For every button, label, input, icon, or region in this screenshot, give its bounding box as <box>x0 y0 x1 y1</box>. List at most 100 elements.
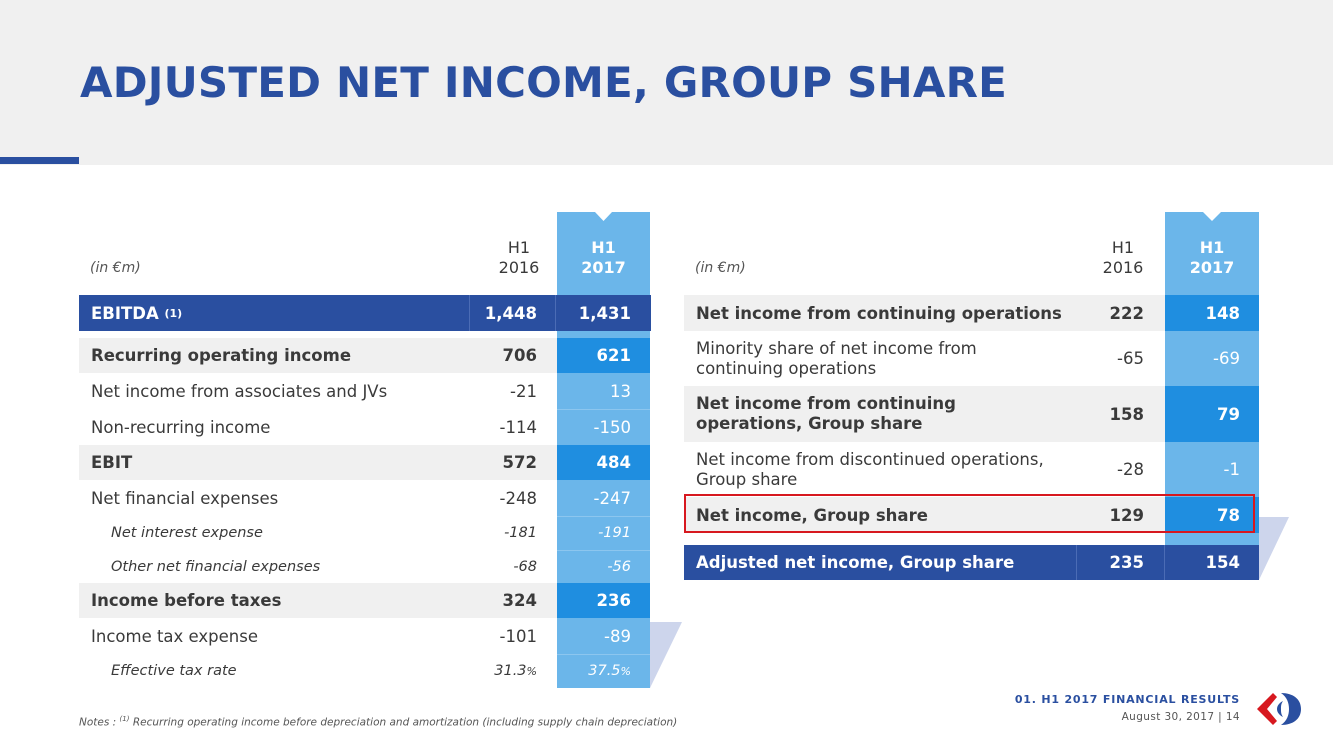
value-2017: -247 <box>593 488 631 508</box>
left-header-2016: H1 2016 <box>484 238 554 278</box>
header-2016-year: 2016 <box>498 258 540 277</box>
row-label: Income tax expense <box>91 626 259 646</box>
value-2017: 621 <box>596 346 631 365</box>
value-2017: 78 <box>1217 505 1240 525</box>
ebitda-2016: 1,448 <box>484 303 537 323</box>
left-table: (in €m) H1 2016 H1 2017 EBITDA (1) 1,448… <box>79 0 682 700</box>
value-2017: 148 <box>1205 303 1240 323</box>
divider <box>557 654 650 655</box>
percent-unit: % <box>620 664 631 678</box>
right-unit-label: (in €m) <box>695 260 746 276</box>
table-row-ebitda: EBITDA (1) 1,448 1,431 <box>79 295 651 331</box>
tax-rate-2016: 31.3 <box>494 663 527 679</box>
row-label-line1: Net income from discontinued operations, <box>696 449 1044 469</box>
table-row: Income tax expense -101 <box>79 618 557 654</box>
value-2016: 706 <box>502 346 537 365</box>
table-row: Net interest expense -181 <box>79 516 557 550</box>
value-2016: -68 <box>513 558 537 575</box>
value-2017: 79 <box>1217 404 1240 424</box>
value-2016: 572 <box>502 453 537 472</box>
value-2017: -191 <box>598 525 631 541</box>
cell-2017-bg <box>1165 295 1259 331</box>
right-table: (in €m) H1 2016 H1 2017 Net income from … <box>684 0 1324 700</box>
value-2016: -101 <box>499 626 537 646</box>
ebitda-2017: 1,431 <box>578 303 631 323</box>
left-header-2017: H1 2017 <box>557 238 650 278</box>
cell-2017-bg <box>557 583 650 618</box>
divider <box>1164 545 1165 580</box>
header-2017-year: 2017 <box>1189 258 1235 277</box>
table-row: Recurring operating income 706 <box>79 338 557 373</box>
value-2017: -1 <box>1223 460 1240 479</box>
row-label: Adjusted net income, Group share <box>696 553 1015 572</box>
right-column-shadow <box>1259 517 1289 580</box>
table-row: Net income from discontinued operations,… <box>684 442 1165 497</box>
left-column-shadow <box>650 622 682 688</box>
value-2017: -89 <box>604 626 631 646</box>
left-unit-label: (in €m) <box>90 260 141 276</box>
note-text: Recurring operating income before deprec… <box>132 716 678 729</box>
value-2017: 236 <box>596 591 631 610</box>
left-column-notch <box>595 212 612 221</box>
value-2016: 31.3% <box>469 654 537 688</box>
row-label: Net income from discontinued operations,… <box>696 442 1044 497</box>
cell-2017-bg <box>557 338 650 373</box>
note-prefix: Notes : <box>79 716 117 729</box>
row-label: Net income, Group share <box>696 505 928 525</box>
footnote: Notes : (1) Recurring operating income b… <box>79 715 677 729</box>
table-row: Net income from associates and JVs -21 <box>79 373 557 409</box>
table-row: EBIT 572 <box>79 445 557 480</box>
row-label-line2: Group share <box>696 469 798 489</box>
divider <box>557 550 650 551</box>
page-title: ADJUSTED NET INCOME, GROUP SHARE <box>80 58 1008 107</box>
row-label: Non-recurring income <box>91 417 271 437</box>
row-label: Net interest expense <box>111 525 263 541</box>
value-2016: -21 <box>510 381 537 401</box>
divider <box>557 516 650 517</box>
footer-date: August 30, 2017 | 14 <box>1121 711 1240 723</box>
row-label: Net income from continuing operations, G… <box>696 386 956 442</box>
divider <box>557 409 650 410</box>
cell-2017-bg <box>1165 497 1259 533</box>
row-label: Income before taxes <box>91 591 282 610</box>
value-2016: 235 <box>1109 553 1144 572</box>
row-label: Effective tax rate <box>111 663 237 679</box>
divider <box>469 295 470 331</box>
ebitda-label: EBITDA <box>91 303 159 323</box>
divider <box>555 295 556 331</box>
value-2017: 37.5% <box>557 654 631 688</box>
value-2017: -150 <box>593 417 631 437</box>
row-label: Net financial expenses <box>91 488 279 508</box>
value-2017: -56 <box>607 558 631 575</box>
header-2016-h1: H1 <box>1111 238 1135 257</box>
row-label: Net income from continuing operations <box>696 303 1062 323</box>
table-row: Net income from continuing operations, G… <box>684 386 1165 442</box>
value-2017: 13 <box>610 381 631 401</box>
value-2016: 129 <box>1109 505 1144 525</box>
row-label: Other net financial expenses <box>111 558 321 575</box>
table-row: Net financial expenses -248 <box>79 480 557 516</box>
row-label: Minority share of net income from contin… <box>696 331 977 386</box>
value-2016: -65 <box>1117 349 1144 368</box>
row-label: Net income from associates and JVs <box>91 381 388 401</box>
row-label: Recurring operating income <box>91 346 352 365</box>
accent-bar <box>0 157 79 164</box>
table-row-adjusted: Adjusted net income, Group share 235 154 <box>684 545 1259 580</box>
right-header-2016: H1 2016 <box>1088 238 1158 278</box>
table-row: Effective tax rate 31.3% <box>79 654 557 688</box>
value-2017: -69 <box>1213 349 1240 368</box>
footer-section: 01. H1 2017 FINANCIAL RESULTS <box>1014 693 1240 706</box>
value-2017: 154 <box>1205 553 1240 572</box>
row-label-line1: Minority share of net income from <box>696 338 977 358</box>
header-2017-h1: H1 <box>1199 238 1225 257</box>
row-label: EBIT <box>91 453 133 472</box>
ebitda-footnote: (1) <box>164 306 183 320</box>
header-2017-year: 2017 <box>581 258 626 277</box>
value-2016: -181 <box>504 525 537 541</box>
row-label-line1: Net income from continuing <box>696 394 956 413</box>
row-label-line2: operations, Group share <box>696 414 923 433</box>
tax-rate-2017: 37.5 <box>588 663 621 679</box>
highlight-box <box>684 494 1255 533</box>
header-2017-h1: H1 <box>591 238 616 257</box>
row-label: EBITDA (1) <box>91 295 182 331</box>
